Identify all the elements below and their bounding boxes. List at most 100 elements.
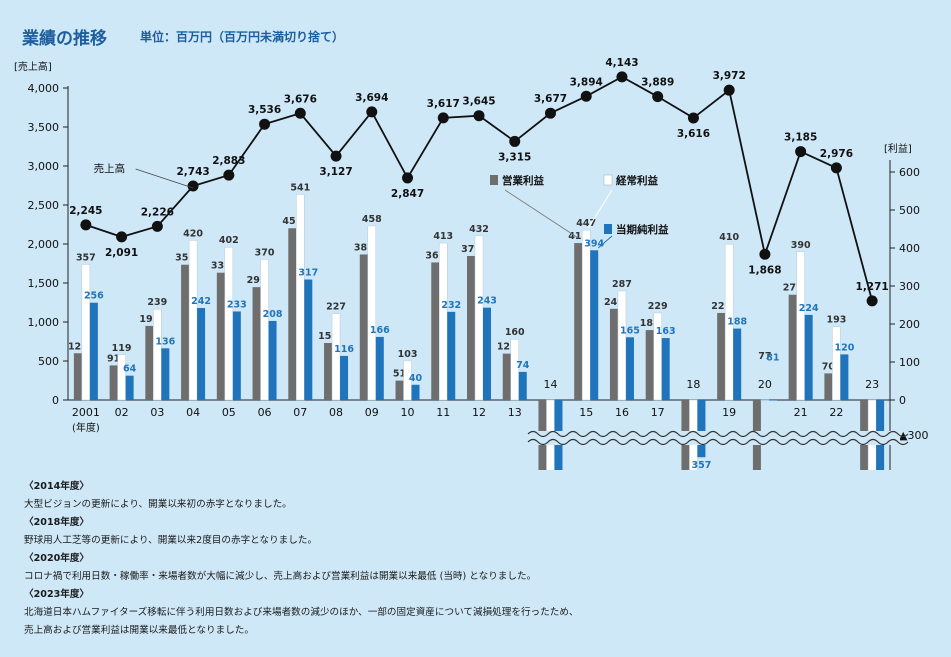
ordinary-profit-bar — [153, 308, 162, 401]
operating-profit-value-label: 297 — [247, 275, 267, 286]
x-axis-category-label: 19 — [722, 406, 736, 419]
operating-profit-bar — [431, 262, 440, 400]
ordinary-profit-bar — [331, 313, 341, 401]
operating-profit-bar — [73, 353, 82, 400]
operating-profit-value-label: 229 — [711, 301, 731, 312]
operating-profit-bar — [645, 330, 654, 400]
net-profit-value-label: 165 — [620, 325, 640, 336]
sales-value-label: 3,536 — [248, 104, 281, 116]
operating-profit-bar — [467, 255, 475, 400]
right-axis-tick-label: 600 — [899, 166, 920, 179]
note-2014-text: 大型ビジョンの更新により、開業以来初の赤字となりました。 — [24, 499, 292, 510]
ordinary-profit-bar — [260, 259, 269, 401]
sales-value-label: 2,743 — [176, 166, 209, 178]
x-axis-category-label: 14 — [543, 378, 557, 391]
net-profit-bar — [304, 279, 313, 400]
legend-swatch-ordinary-profit — [603, 174, 613, 186]
operating-profit-value-label: 184 — [640, 318, 660, 329]
x-axis-category-label: 10 — [401, 406, 415, 419]
x-axis-category-label: 18 — [686, 378, 700, 391]
net-profit-value-label: 256 — [84, 291, 104, 302]
right-axis-title: [利益] — [884, 142, 912, 155]
ordinary-profit-value-label: 541 — [290, 182, 310, 193]
operating-profit-value-label: 335 — [211, 261, 231, 272]
ordinary-profit-value-label: 287 — [612, 279, 632, 290]
net-profit-value-label: 116 — [334, 344, 354, 355]
left-axis-tick-label: 500 — [38, 355, 59, 368]
sales-value-label: 2,847 — [391, 188, 424, 200]
operating-profit-value-label: 413 — [568, 231, 588, 242]
net-profit-bar — [590, 250, 599, 400]
left-axis-tick-label: 2,000 — [28, 238, 60, 251]
ordinary-profit-bar — [224, 246, 234, 401]
left-axis-tick-label: 3,000 — [28, 160, 60, 173]
sales-point — [687, 112, 699, 124]
net-profit-bar — [375, 336, 384, 400]
sales-point — [723, 84, 735, 96]
operating-profit-value-label: 277 — [783, 283, 803, 294]
note-2018-heading: 〈2018年度〉 — [24, 517, 90, 528]
net-profit-value-label: 166 — [370, 325, 390, 336]
x-axis-category-label: 09 — [365, 406, 379, 419]
sales-point — [437, 112, 449, 124]
net-profit-bar — [197, 308, 206, 400]
sales-value-label: 3,677 — [534, 93, 567, 105]
note-2023-heading: 〈2023年度〉 — [24, 589, 90, 600]
ordinary-profit-value-label: 410 — [719, 232, 739, 243]
x-axis-category-label: 21 — [794, 406, 808, 419]
ordinary-profit-value-label: 370 — [255, 247, 275, 258]
sales-value-label: 3,616 — [677, 128, 710, 140]
x-axis-category-label: 17 — [651, 406, 665, 419]
ordinary-profit-bar — [188, 240, 198, 401]
operating-profit-bar — [609, 308, 618, 400]
legend-leader-operating-profit — [504, 189, 579, 239]
legend-swatch-net-profit — [604, 224, 612, 234]
chart-unit-note: 単位：百万円（百万円未満切り捨て） — [140, 30, 345, 44]
operating-profit-bar — [181, 264, 190, 400]
axis-break-line-bottom — [527, 438, 909, 446]
x-axis-category-sub-label: (年度) — [72, 421, 100, 434]
net-profit-bar — [733, 328, 742, 400]
net-profit-value-label: 224 — [799, 303, 819, 314]
sales-value-label: 1,868 — [748, 264, 781, 276]
sales-value-label: 2,245 — [69, 205, 102, 217]
sales-value-label: 2,226 — [141, 206, 174, 218]
ordinary-profit-value-label: 77 — [758, 351, 771, 362]
sales-value-label: 1,271 — [856, 281, 889, 293]
net-profit-value-label: 232 — [441, 300, 461, 311]
ordinary-profit-bar — [117, 354, 126, 401]
sales-point — [866, 295, 878, 307]
performance-chart: 05001,0001,5002,0002,5003,0003,5004,000[… — [14, 57, 928, 470]
ordinary-profit-value-label: 390 — [791, 240, 811, 251]
operating-profit-value-label: 452 — [282, 216, 302, 227]
sales-point — [80, 219, 92, 231]
net-profit-value-label: 243 — [477, 296, 497, 307]
x-axis-category-label: 02 — [115, 406, 129, 419]
x-axis-category-label: 04 — [186, 406, 200, 419]
ordinary-profit-value-label: 420 — [183, 228, 203, 239]
sales-value-label: 3,315 — [498, 151, 531, 163]
net-profit-bar — [89, 302, 98, 400]
operating-profit-value-label: 70 — [822, 361, 836, 372]
ordinary-profit-bar — [724, 243, 734, 401]
operating-profit-bar — [717, 312, 726, 400]
net-profit-value-label: 163 — [656, 326, 676, 337]
legend-swatch-operating-profit — [490, 175, 498, 185]
ordinary-profit-bar — [617, 290, 627, 401]
net-profit-value-label: 394 — [584, 238, 604, 249]
note-2023-text-cont: 売上高および営業利益は開業以来最低となりました。 — [24, 625, 254, 636]
ordinary-profit-bar — [832, 326, 841, 401]
left-axis-tick-label: 1,000 — [28, 316, 60, 329]
sales-point — [580, 90, 592, 102]
sales-point — [759, 248, 771, 260]
ordinary-profit-value-label: 402 — [219, 235, 239, 246]
sales-value-label: 3,694 — [355, 92, 388, 104]
sales-value-label: 4,143 — [605, 57, 638, 69]
legend-label-operating-profit: 営業利益 — [502, 174, 544, 187]
legend-leader-net-profit — [597, 235, 613, 249]
ordinary-profit-value-label: 239 — [147, 297, 167, 308]
sales-value-label: 2,091 — [105, 247, 138, 259]
net-profit-bar — [411, 384, 420, 400]
ordinary-profit-value-label: 413 — [433, 231, 453, 242]
note-2018-text: 野球用人工芝等の更新により、開業以来2度目の赤字となりました。 — [24, 535, 318, 546]
